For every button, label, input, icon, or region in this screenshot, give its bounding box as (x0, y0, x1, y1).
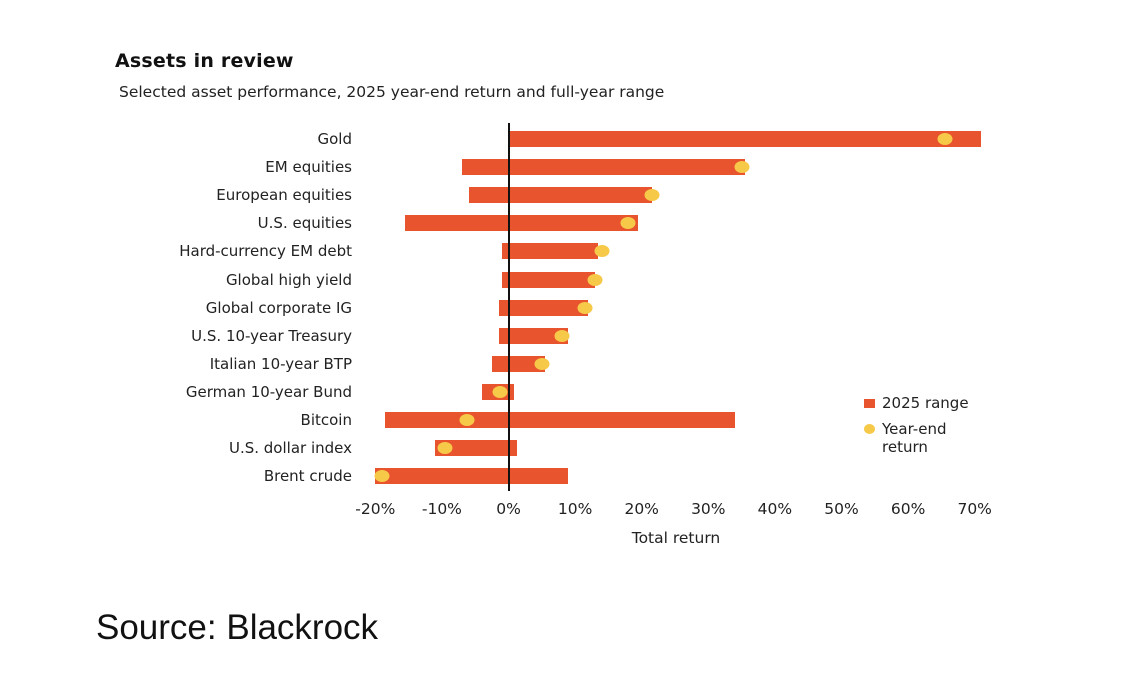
year-end-dot (594, 245, 610, 258)
category-label: Italian 10-year BTP (209, 354, 352, 373)
range-bar (468, 187, 652, 204)
range-bar (498, 327, 569, 344)
range-bar (461, 159, 745, 176)
x-tick-label: 0% (496, 500, 521, 518)
year-end-dot-icon (864, 424, 875, 434)
range-bar (385, 412, 735, 428)
legend-item-year-end: Year-end return (864, 420, 992, 456)
category-label: Brent crude (263, 467, 352, 486)
category-label: U.S. dollar index (228, 439, 352, 458)
x-tick-label: 70% (957, 500, 992, 518)
year-end-dot (554, 329, 570, 342)
category-label: EM equities (265, 158, 352, 177)
category-label: Global corporate IG (205, 298, 352, 317)
range-bar (491, 355, 546, 372)
year-end-dot (937, 133, 953, 145)
year-end-dot (620, 217, 636, 230)
x-tick-label: -20% (355, 500, 396, 518)
category-label: European equities (216, 186, 352, 205)
x-axis-label: Total return (631, 529, 721, 547)
year-end-dot (577, 301, 593, 314)
category-label: German 10-year Bund (185, 382, 352, 401)
category-label: U.S. equities (257, 214, 352, 233)
legend: 2025 range Year-end return (864, 394, 992, 464)
chart-title: Assets in review (115, 50, 294, 72)
year-end-dot (492, 385, 508, 398)
range-bar (508, 131, 982, 147)
year-end-dot (644, 189, 660, 202)
category-label: Global high yield (225, 270, 352, 289)
category-label: Bitcoin (300, 411, 352, 429)
range-bar (501, 243, 599, 260)
category-label: Gold (317, 130, 353, 148)
source-note: Source: Blackrock (96, 608, 379, 647)
category-label: U.S. 10-year Treasury (191, 326, 352, 345)
range-bar (501, 271, 596, 288)
chart-subtitle: Selected asset performance, 2025 year-en… (119, 83, 665, 101)
range-swatch-icon (864, 399, 875, 408)
year-end-dot (459, 414, 475, 426)
x-tick-label: 10% (557, 500, 593, 518)
x-tick-label: 30% (691, 500, 726, 518)
zero-line (508, 123, 510, 491)
legend-dot-label: Year-end return (882, 420, 947, 456)
x-tick-label: -10% (421, 500, 462, 518)
range-bar (375, 468, 569, 485)
year-end-dot (534, 357, 550, 370)
category-label: Hard-currency EM debt (179, 242, 352, 261)
x-tick-label: 20% (624, 500, 659, 518)
year-end-dot (374, 470, 390, 483)
x-tick-label: 60% (890, 500, 926, 518)
range-bar (405, 215, 639, 232)
range-bar (435, 440, 518, 457)
year-end-dot (437, 442, 453, 455)
year-end-dot (734, 161, 750, 174)
legend-range-label: 2025 range (882, 394, 969, 412)
range-bar (498, 299, 589, 316)
x-tick-label: 40% (757, 500, 793, 518)
legend-item-range: 2025 range (864, 394, 992, 412)
year-end-dot (587, 273, 603, 286)
x-tick-label: 50% (824, 500, 859, 518)
